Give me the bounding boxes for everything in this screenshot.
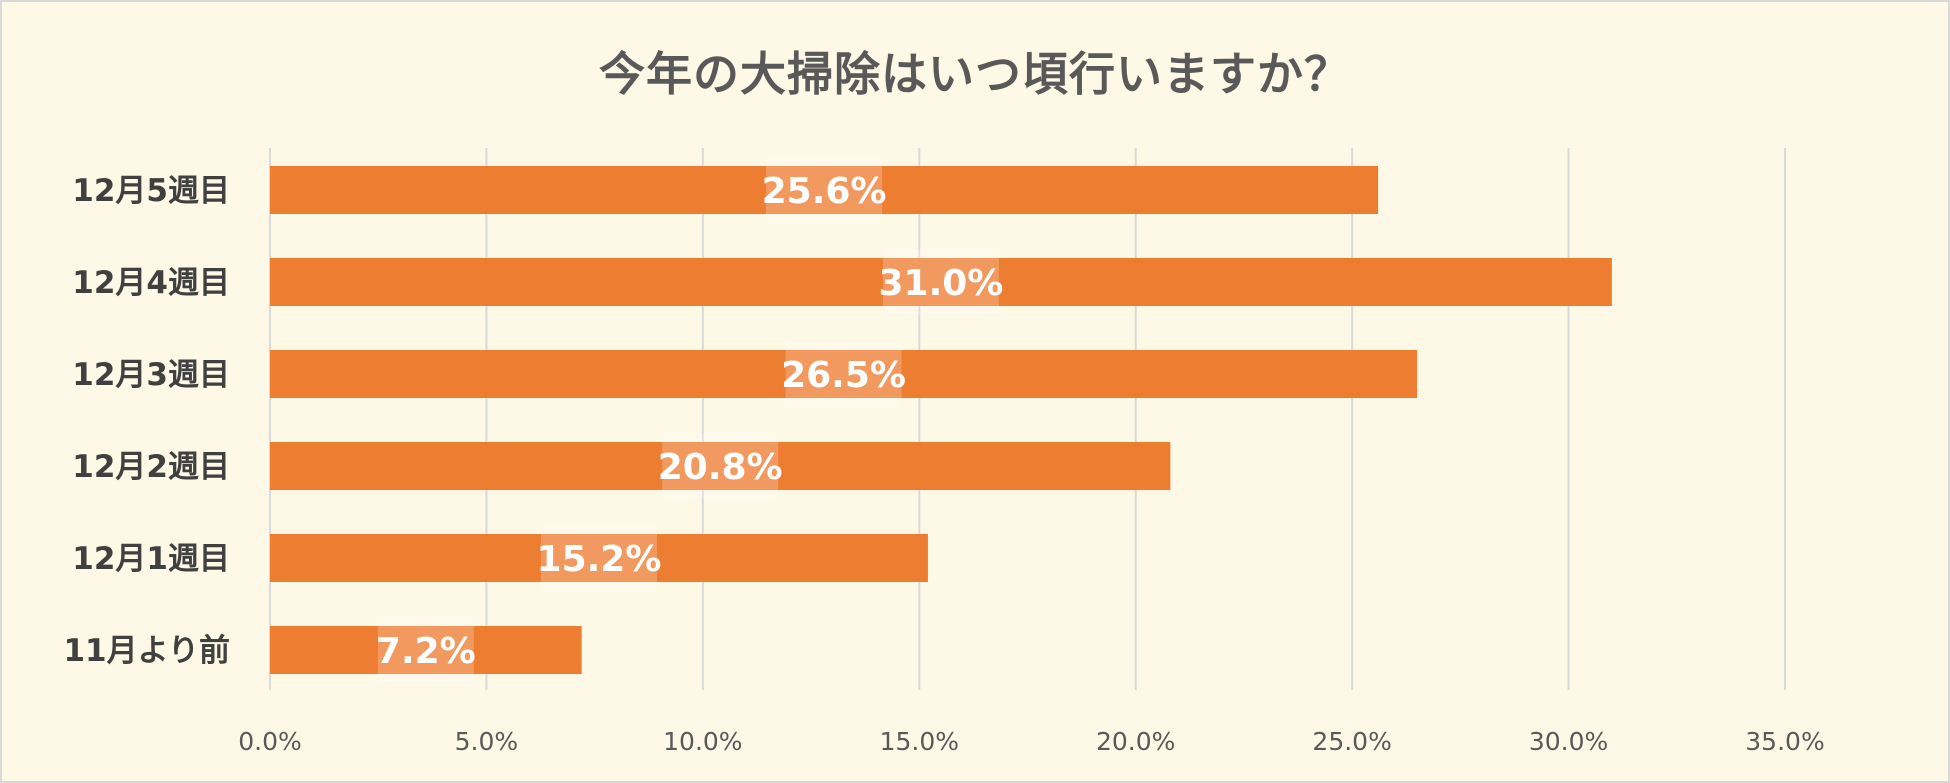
data-label: 20.8% bbox=[658, 447, 783, 488]
x-tick-label: 35.0% bbox=[1745, 727, 1824, 756]
data-label: 26.5% bbox=[781, 355, 906, 396]
data-label: 15.2% bbox=[537, 539, 662, 580]
category-labels: 12月5週目 12月4週目 12月3週目 12月2週目 12月1週目 11月より前 bbox=[63, 173, 230, 669]
data-label-box bbox=[662, 433, 779, 499]
data-label-box bbox=[882, 249, 999, 315]
data-label-box bbox=[785, 341, 902, 407]
data-label: 7.2% bbox=[376, 631, 476, 672]
data-label: 31.0% bbox=[878, 263, 1003, 304]
bar bbox=[270, 350, 1418, 398]
data-label-box bbox=[766, 157, 883, 223]
x-axis-tick-labels: 0.0% 5.0% 10.0% 15.0% 20.0% 25.0% 30.0% 35.0% bbox=[238, 727, 1824, 756]
bars bbox=[270, 166, 1612, 674]
bar bbox=[270, 626, 582, 674]
x-tick-label: 5.0% bbox=[455, 727, 519, 756]
category-label: 12月5週目 bbox=[72, 173, 230, 209]
category-label: 11月より前 bbox=[63, 633, 230, 669]
data-label: 25.6% bbox=[762, 171, 887, 212]
category-label: 12月3週目 bbox=[72, 357, 230, 393]
bar bbox=[270, 442, 1171, 490]
chart-title: 今年の大掃除はいつ頃行いますか？ bbox=[599, 47, 1351, 101]
category-label: 12月4週目 bbox=[72, 265, 230, 301]
grid-lines bbox=[269, 148, 1786, 690]
data-label-box bbox=[540, 525, 657, 591]
bar bbox=[270, 534, 928, 582]
x-tick-label: 20.0% bbox=[1096, 727, 1175, 756]
data-label-box bbox=[377, 617, 474, 683]
x-tick-label: 10.0% bbox=[663, 727, 742, 756]
data-labels: 25.6% 31.0% 26.5% 20.8% 15.2% 7.2% bbox=[376, 157, 1003, 683]
bar bbox=[270, 258, 1612, 306]
x-tick-label: 30.0% bbox=[1529, 727, 1608, 756]
bar bbox=[270, 166, 1379, 214]
x-tick-label: 15.0% bbox=[880, 727, 959, 756]
category-label: 12月1週目 bbox=[72, 541, 230, 577]
x-tick-label: 25.0% bbox=[1312, 727, 1391, 756]
x-tick-label: 0.0% bbox=[238, 727, 302, 756]
category-label: 12月2週目 bbox=[72, 449, 230, 485]
